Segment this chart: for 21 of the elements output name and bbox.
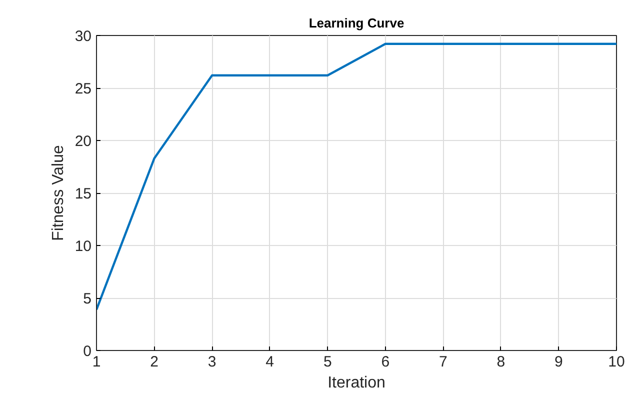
x-tick-label: 4: [266, 354, 274, 370]
y-tick-label: 25: [74, 80, 92, 98]
x-tick-label: 2: [150, 354, 158, 370]
x-tick-label: 6: [381, 354, 390, 370]
x-tick-label: 3: [208, 354, 216, 370]
y-tick-label: 10: [74, 238, 92, 255]
y-axis-title: Fitness Value: [50, 145, 67, 241]
x-tick-label: 8: [496, 354, 506, 370]
y-tick-label: 5: [83, 290, 92, 308]
y-tick-label: 30: [74, 28, 92, 45]
chart-title: Learning Curve: [308, 16, 404, 30]
x-axis-title: Iteration: [328, 374, 386, 392]
y-tick-label: 15: [74, 186, 92, 202]
y-tick-label: 0: [83, 343, 92, 360]
x-tick-label: 9: [554, 354, 563, 370]
x-tick-label: 10: [608, 354, 625, 370]
line-series: [96, 42, 616, 311]
x-tick-label: 7: [438, 354, 448, 370]
x-tick-label: 5: [323, 354, 332, 370]
x-tick-label: 1: [92, 354, 101, 370]
y-tick-label: 20: [74, 133, 92, 150]
